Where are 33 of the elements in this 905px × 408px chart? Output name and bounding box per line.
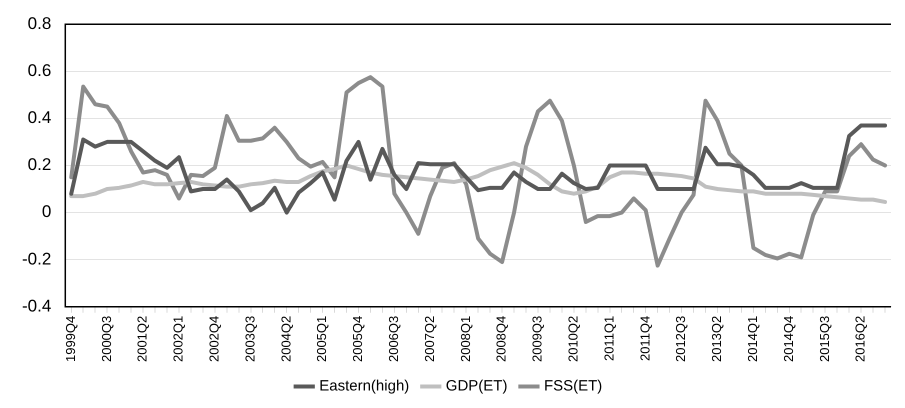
x-tick-label: 2012Q3 [673, 316, 688, 362]
y-tick-label: 0.4 [28, 108, 52, 128]
x-tick-label: 2010Q2 [565, 316, 580, 362]
x-tick-label: 2002Q1 [170, 316, 186, 362]
x-tick-label: 2008Q1 [458, 316, 473, 362]
legend-label: Eastern(high) [319, 378, 410, 395]
y-tick-label: 0.2 [28, 155, 52, 174]
x-tick-label: 2014Q1 [744, 316, 760, 362]
y-tick-label: -0.4 [22, 296, 52, 316]
x-tick-label: 2005Q4 [350, 316, 366, 362]
x-tick-label: 2003Q3 [242, 316, 258, 362]
y-tick-label: 0.6 [28, 60, 52, 80]
y-tick-label: -0.2 [22, 249, 52, 268]
x-tick-label: 1999Q4 [62, 316, 78, 362]
x-tick-label: 2014Q4 [780, 316, 796, 362]
legend-label: FSS(ET) [544, 378, 602, 395]
legend-label: GDP(ET) [446, 378, 508, 395]
x-tick-label: 2005Q1 [314, 316, 330, 362]
x-tick-label: 2013Q2 [709, 316, 724, 362]
y-tick-label: 0.8 [28, 14, 52, 33]
y-tick-label: 0 [42, 202, 52, 222]
x-tick-label: 2004Q2 [278, 316, 294, 362]
x-tick-label: 2002Q4 [206, 316, 222, 362]
x-tick-label: 2016Q2 [852, 316, 868, 362]
x-tick-label: 2001Q2 [134, 316, 150, 362]
x-tick-label: 2007Q2 [422, 316, 437, 362]
x-tick-label: 2006Q3 [386, 316, 401, 362]
x-tick-label: 2011Q4 [637, 316, 652, 362]
x-tick-label: 2015Q3 [816, 316, 832, 362]
x-tick-label: 2008Q4 [494, 316, 509, 362]
x-tick-label: 2011Q1 [601, 316, 616, 362]
x-tick-label: 2009Q3 [530, 316, 545, 362]
x-tick-label: 2000Q3 [98, 316, 114, 362]
